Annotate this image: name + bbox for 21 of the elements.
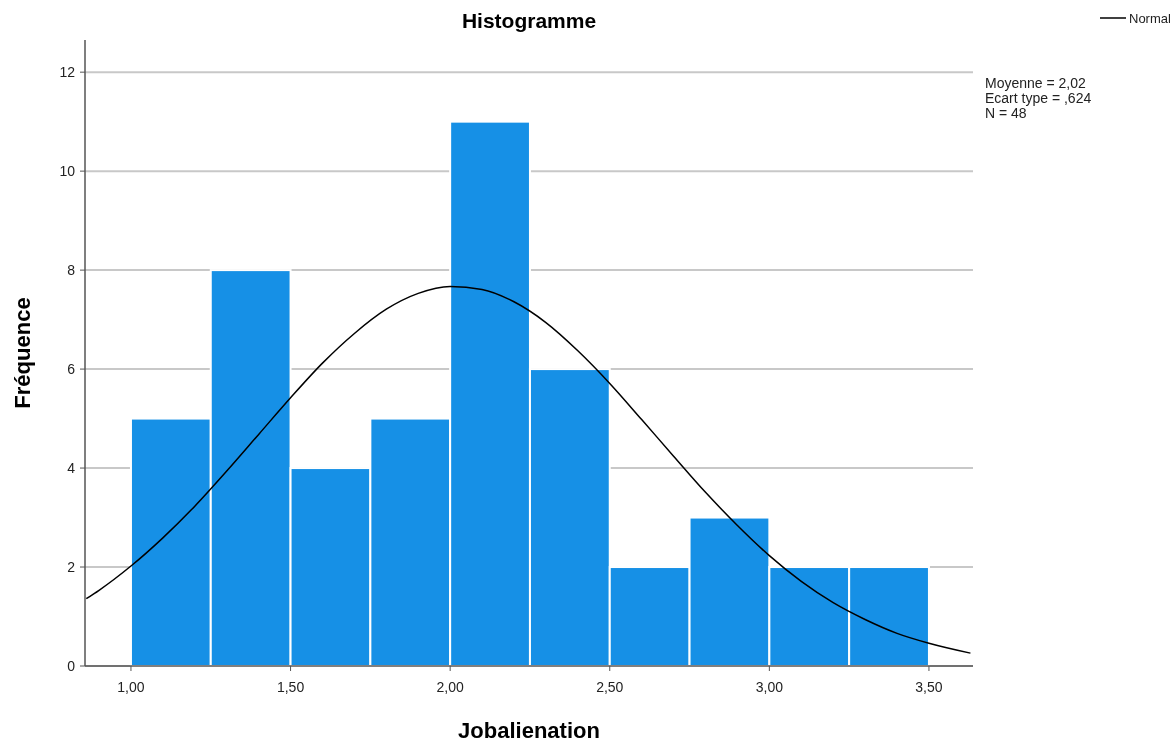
text: N = 48	[985, 105, 1027, 121]
legend-label: Normal	[1129, 10, 1172, 26]
y-tick-label: 4	[67, 459, 76, 476]
y-tick-label: 2	[67, 558, 76, 575]
y-tick-label: 6	[67, 360, 76, 377]
x-tick-label: 2,00	[436, 679, 464, 695]
x-tick-label: 3,00	[755, 679, 784, 695]
x-axis-title: Jobalienation	[458, 718, 600, 743]
line-series	[85, 285, 972, 654]
y-tick-label: 8	[67, 262, 76, 279]
text: Ecart type = ,624	[985, 90, 1092, 106]
y-tick-label: 12	[59, 64, 76, 81]
y-axis-title: Fréquence	[10, 297, 35, 409]
text: Moyenne = 2,02	[985, 75, 1087, 91]
x-tick-label: 1,00	[117, 679, 145, 695]
x-tick-label: 2,50	[596, 679, 624, 695]
chart-title: Histogramme	[461, 9, 597, 32]
y-tick-label: 0	[67, 657, 76, 674]
x-tick-label: 1,50	[276, 679, 305, 695]
x-tick-label: 3,50	[915, 679, 943, 695]
y-tick-label: 10	[59, 163, 76, 180]
